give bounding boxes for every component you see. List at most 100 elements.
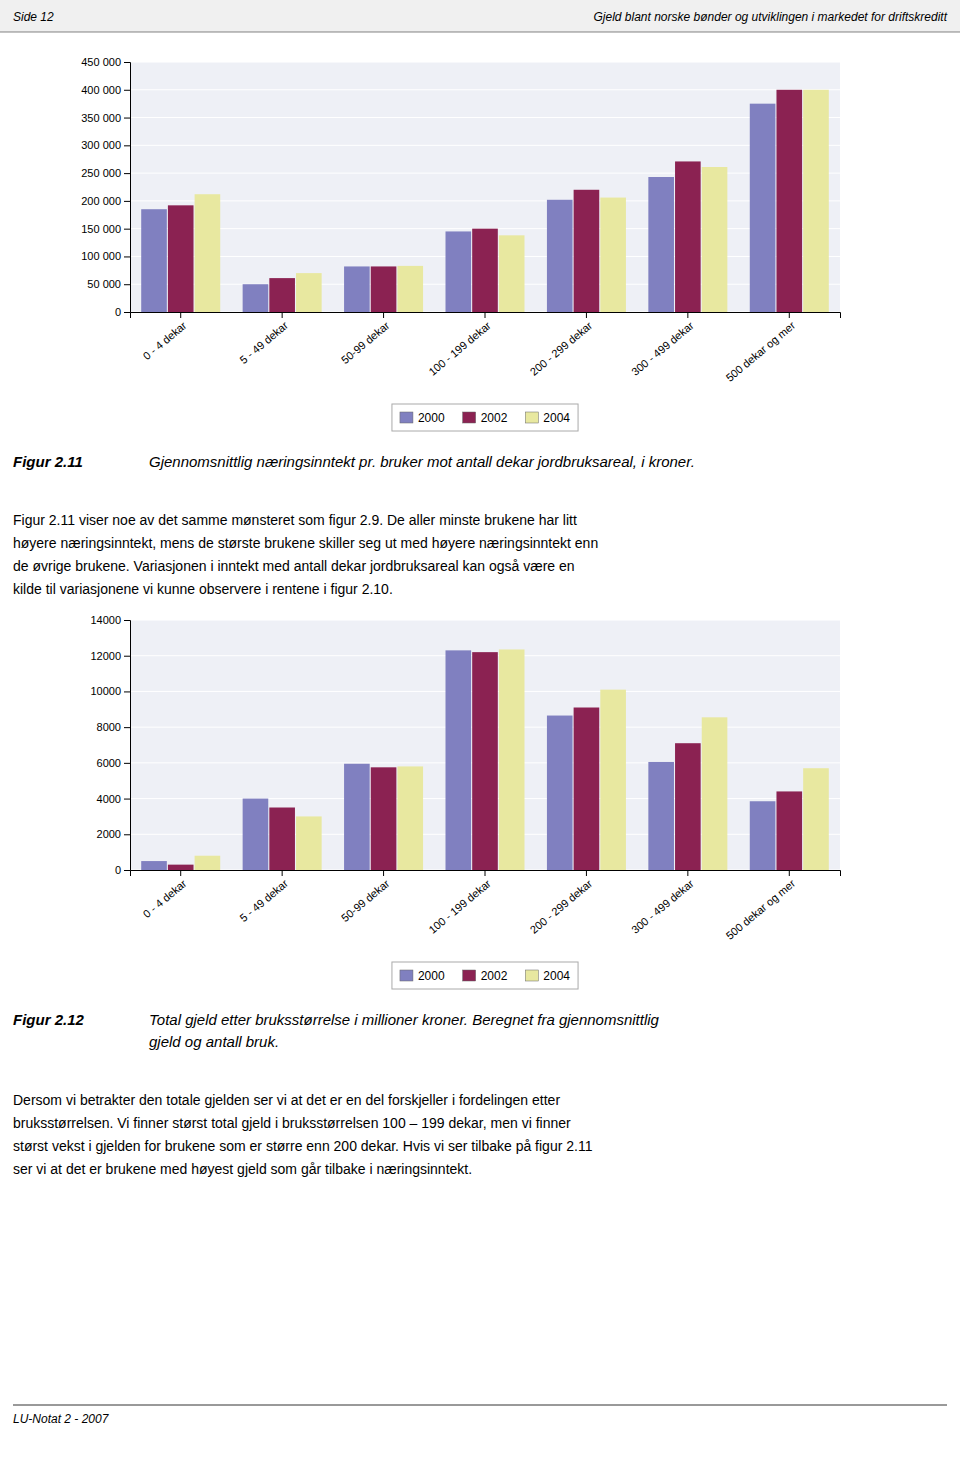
bar bbox=[445, 231, 471, 312]
bar bbox=[371, 767, 397, 870]
x-tick: 500 dekar og mer bbox=[723, 870, 797, 942]
y-tick: 8000 bbox=[97, 721, 130, 733]
page: Side 12Gjeld blant norske bønder og utvi… bbox=[0, 0, 960, 1462]
legend-swatch bbox=[400, 970, 413, 981]
header-rule bbox=[0, 32, 960, 33]
y-tick-label: 450 000 bbox=[81, 56, 121, 68]
bar-chart: 050 000100 000150 000200 000250 000300 0… bbox=[81, 56, 840, 431]
tick-mark bbox=[586, 870, 587, 876]
bar bbox=[648, 177, 674, 312]
legend-label: 2002 bbox=[481, 411, 508, 425]
tick-mark bbox=[180, 870, 181, 876]
tick-mark bbox=[687, 312, 688, 318]
bar bbox=[141, 861, 167, 870]
y-tick: 400 000 bbox=[81, 84, 130, 96]
y-tick-label: 0 bbox=[115, 306, 121, 318]
x-axis: 0 - 4 dekar5 - 49 dekar50-99 dekar100 - … bbox=[131, 312, 841, 384]
y-tick-label: 2000 bbox=[97, 828, 121, 840]
legend-item: 2002 bbox=[463, 969, 508, 983]
tick-mark bbox=[180, 312, 181, 318]
bar bbox=[702, 717, 728, 870]
y-tick-label: 10000 bbox=[90, 685, 121, 697]
body-text: høyere næringsinntekt, mens de største b… bbox=[13, 535, 598, 551]
y-tick: 450 000 bbox=[81, 56, 130, 68]
footer-rule bbox=[13, 1405, 947, 1406]
grid bbox=[130, 62, 840, 312]
y-tick-label: 4000 bbox=[97, 793, 121, 805]
legend-box bbox=[392, 404, 578, 431]
x-tick-label: 100 - 199 dekar bbox=[426, 319, 493, 378]
header: Side 12Gjeld blant norske bønder og utvi… bbox=[0, 0, 960, 32]
legend-swatch bbox=[400, 412, 413, 423]
x-tick-label: 0 - 4 dekar bbox=[141, 877, 189, 920]
bar bbox=[600, 690, 626, 870]
plot-background bbox=[130, 62, 840, 312]
y-tick-label: 150 000 bbox=[81, 223, 121, 235]
tick-mark bbox=[282, 870, 283, 876]
x-tick: 200 - 299 dekar bbox=[528, 870, 595, 936]
y-tick-label: 6000 bbox=[97, 757, 121, 769]
tick-mark bbox=[124, 118, 130, 119]
legend: 2000 2002 2004 bbox=[392, 962, 578, 989]
bar-series bbox=[195, 90, 829, 312]
bar bbox=[141, 209, 167, 312]
bar bbox=[269, 808, 295, 871]
bar bbox=[574, 190, 600, 312]
axis-line bbox=[124, 621, 131, 871]
grid-line bbox=[130, 200, 840, 201]
x-tick-label: 300 - 499 dekar bbox=[629, 877, 696, 936]
tick-mark bbox=[124, 691, 130, 692]
x-tick-label: 100 - 199 dekar bbox=[426, 877, 493, 936]
y-tick: 2000 bbox=[97, 828, 130, 840]
bar bbox=[397, 766, 423, 870]
x-tick-label: 50-99 dekar bbox=[339, 877, 392, 924]
header-left: Side 12 bbox=[13, 10, 54, 24]
y-tick-label: 12000 bbox=[90, 650, 121, 662]
bar-series bbox=[195, 649, 829, 870]
tick-mark bbox=[586, 312, 587, 318]
bar bbox=[344, 266, 370, 312]
y-tick: 0 bbox=[115, 306, 130, 318]
tick-mark bbox=[124, 229, 130, 230]
legend-label: 2004 bbox=[543, 411, 570, 425]
y-tick: 150 000 bbox=[81, 223, 130, 235]
footer: LU-Notat 2 - 2007 bbox=[13, 1412, 110, 1426]
bar bbox=[472, 229, 498, 312]
y-tick-label: 400 000 bbox=[81, 84, 121, 96]
axis-line bbox=[124, 63, 131, 313]
x-tick-label: 200 - 299 dekar bbox=[528, 877, 595, 936]
bar-series bbox=[141, 650, 775, 870]
tick-mark bbox=[124, 656, 130, 657]
bar bbox=[445, 650, 471, 870]
bar bbox=[269, 278, 295, 312]
legend-label: 2000 bbox=[418, 969, 445, 983]
bar bbox=[547, 716, 573, 870]
tick-mark bbox=[383, 312, 384, 318]
tick-mark bbox=[485, 312, 486, 318]
bar-chart: 020004000600080001000012000140000 - 4 de… bbox=[90, 614, 840, 989]
x-tick: 100 - 199 dekar bbox=[426, 312, 493, 378]
y-tick: 10000 bbox=[90, 685, 130, 697]
axis-line bbox=[131, 313, 841, 319]
body-text: Figur 2.11 viser noe av det samme mønste… bbox=[13, 512, 577, 528]
grid-line bbox=[130, 173, 840, 174]
bars bbox=[141, 649, 829, 870]
header-background bbox=[0, 0, 960, 32]
bar bbox=[675, 161, 701, 312]
bar bbox=[750, 801, 776, 870]
bar bbox=[675, 743, 701, 870]
tick-mark bbox=[124, 284, 130, 285]
bar bbox=[243, 799, 269, 870]
bar bbox=[168, 865, 194, 870]
grid-line bbox=[130, 620, 840, 621]
caption-text: gjeld og antall bruk. bbox=[149, 1033, 279, 1050]
bar bbox=[702, 167, 728, 312]
caption-text: Gjennomsnittlig næringsinntekt pr. bruke… bbox=[149, 453, 695, 470]
grid-line bbox=[130, 117, 840, 118]
tick-mark bbox=[124, 256, 130, 257]
tick-mark bbox=[124, 201, 130, 202]
bar bbox=[397, 266, 423, 312]
legend-item: 2004 bbox=[525, 969, 570, 983]
bar bbox=[750, 104, 776, 312]
x-tick: 100 - 199 dekar bbox=[426, 870, 493, 936]
